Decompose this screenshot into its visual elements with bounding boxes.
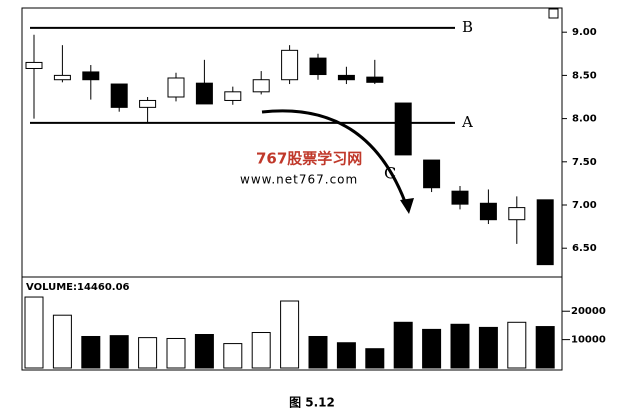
volume-tick-label: 20000 — [571, 306, 606, 317]
volume-bar — [223, 343, 243, 369]
volume-bar — [138, 337, 158, 369]
y-tick-label: 7.00 — [572, 200, 597, 211]
candle-body — [82, 71, 100, 81]
volume-bar — [365, 348, 385, 369]
candle-body — [224, 91, 242, 101]
volume-bar — [52, 314, 72, 369]
arrow-head — [400, 198, 414, 214]
volume-bar — [280, 300, 300, 369]
volume-bar — [81, 335, 101, 369]
volume-bar — [24, 296, 44, 369]
candle-body — [423, 159, 441, 189]
candle-body — [167, 77, 185, 98]
watermark-title: 767股票学习网 — [256, 150, 362, 168]
candle-body — [281, 49, 299, 81]
candle-body — [309, 57, 327, 76]
icon — [548, 8, 559, 19]
candle-body — [337, 74, 355, 81]
candle-body — [536, 199, 554, 266]
volume-label: VOLUME:14460.06 — [26, 282, 130, 293]
volume-bar — [336, 342, 356, 369]
candle-body — [25, 61, 43, 69]
candle-body — [366, 76, 384, 83]
volume-bar — [450, 323, 470, 369]
candle-body — [451, 190, 469, 205]
candle-body — [508, 207, 526, 221]
candle-body — [252, 79, 270, 93]
volume-tick-label: 10000 — [571, 335, 606, 346]
candle-body — [479, 202, 497, 221]
volume-bar — [393, 321, 413, 369]
candle-body — [394, 102, 412, 156]
candle-body — [110, 83, 128, 108]
candle-body — [53, 74, 71, 81]
plot-frame — [21, 7, 563, 371]
y-tick-label: 8.00 — [572, 114, 597, 125]
volume-bar — [308, 335, 328, 369]
reference-label: A — [461, 113, 473, 131]
y-tick-label: 7.50 — [572, 157, 597, 168]
volume-bar — [166, 337, 186, 369]
watermark-url: www.net767.com — [240, 173, 358, 187]
candle-body — [195, 82, 213, 105]
caption: 图 5.12 — [289, 396, 335, 410]
volume-bar — [109, 335, 129, 369]
y-tick-label: 8.50 — [572, 70, 597, 81]
annotation: C — [384, 164, 396, 183]
y-tick-label: 6.50 — [572, 243, 597, 254]
volume-bar — [251, 332, 271, 369]
volume-bar — [535, 326, 555, 369]
volume-bar — [194, 334, 214, 369]
y-tick-label: 9.00 — [572, 27, 597, 38]
volume-bar — [507, 321, 527, 369]
candle-body — [139, 99, 157, 108]
volume-bar — [422, 328, 442, 369]
volume-bar — [478, 326, 498, 369]
reference-label: B — [462, 18, 473, 36]
arrow — [261, 109, 410, 211]
